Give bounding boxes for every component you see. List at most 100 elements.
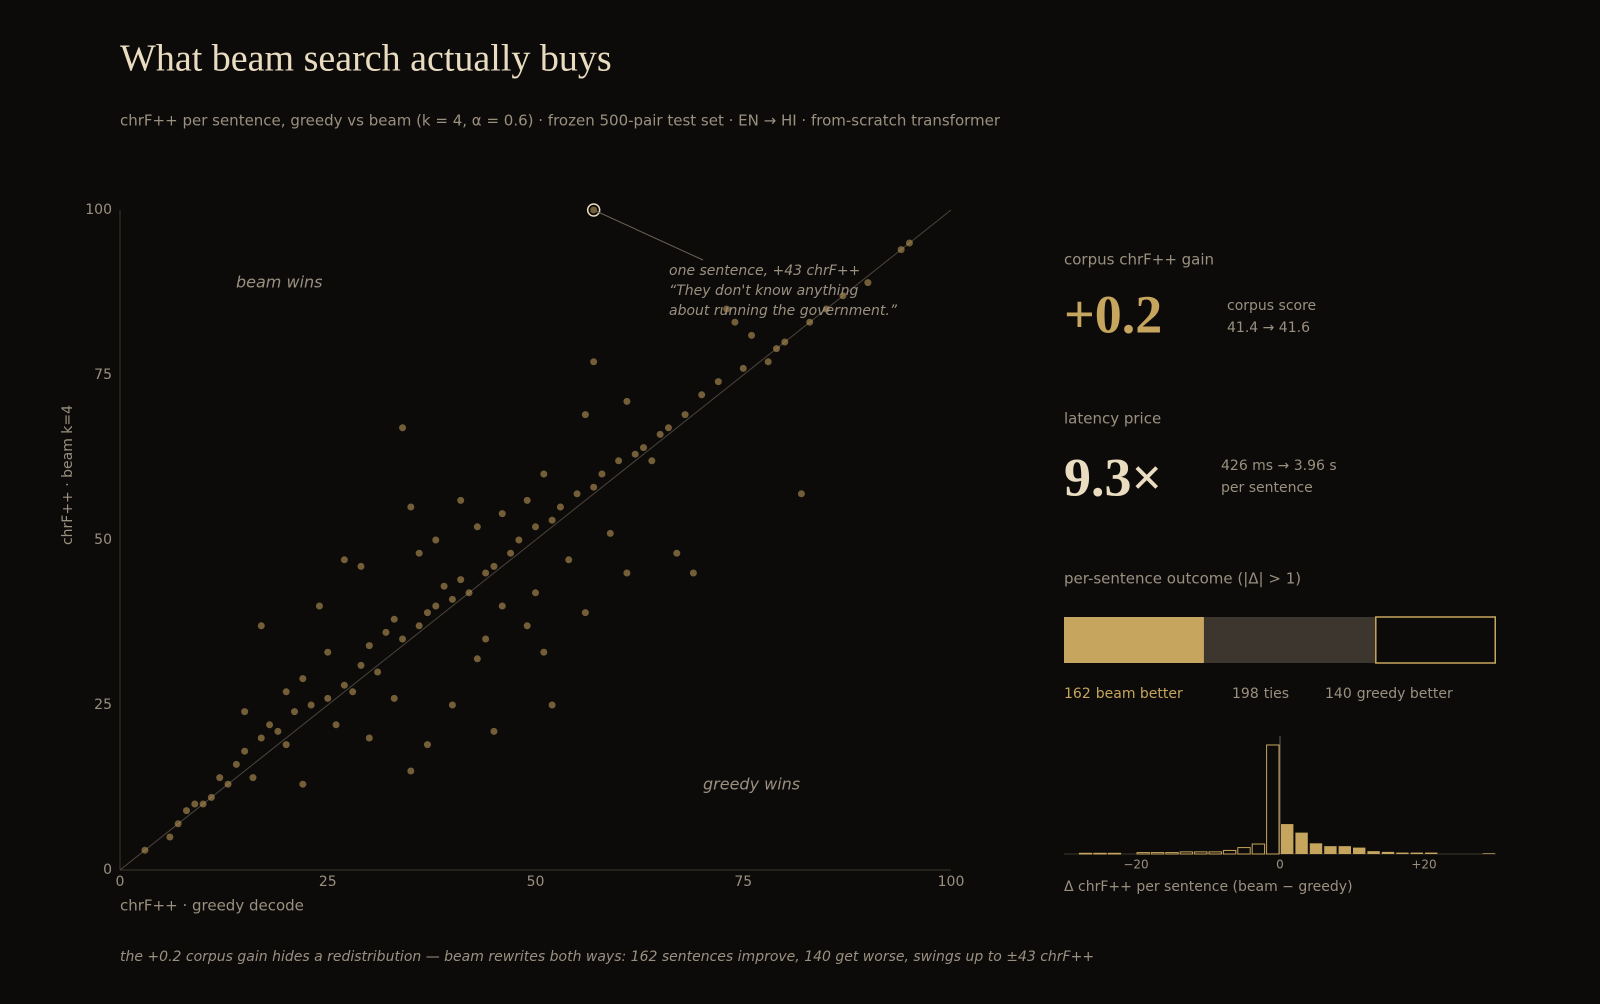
stat-note: 426 ms → 3.96 s [1221,458,1337,474]
hist-bar [1136,852,1150,855]
point [382,628,390,636]
point [365,642,373,650]
hist-bar [1367,851,1380,854]
point [299,780,307,788]
x-tick-label: 0 [116,874,125,890]
point [423,609,431,617]
point [216,774,224,782]
point [432,602,440,610]
point [739,364,747,372]
hist-bar [1179,851,1194,855]
point [590,358,598,366]
title: What beam search actually buys [120,38,612,80]
point [772,345,780,353]
y-tick-label: 50 [94,532,112,548]
point [482,569,490,577]
outcome-name: greedy better [1357,686,1453,702]
hist-bar [1482,853,1495,854]
point [515,536,523,544]
point [241,708,249,716]
point [473,523,481,531]
point [465,589,473,597]
hist-bar [1425,852,1438,854]
point [656,430,664,438]
point [581,411,589,419]
point [473,655,481,663]
point [905,239,913,247]
outcome-label: 140 greedy better [1325,686,1453,702]
point [307,701,315,709]
point [399,424,407,432]
stat-label: latency price [1064,410,1161,428]
point [548,516,556,524]
point [806,318,814,326]
point [565,556,573,564]
point [556,503,564,511]
point [249,774,257,782]
x-axis-label: Δ chrF++ per sentence (beam − greedy) [1064,879,1353,895]
point [897,246,905,254]
x-tick-label: 75 [734,874,752,890]
point [207,793,215,801]
point [822,305,830,313]
outcome-label: 162 beam better [1064,686,1183,702]
hist-bar [1410,852,1423,854]
annotation: about running the government.” [669,303,898,319]
point [623,397,631,405]
point [640,444,648,452]
point [573,490,581,498]
point [315,602,323,610]
outcome-label: 198 ties [1232,686,1289,702]
point [523,622,531,630]
hist-bar [1338,846,1351,854]
x-tick-label: −20 [1123,858,1148,872]
hist-bar [1165,852,1179,855]
point [166,833,174,841]
point [199,800,207,808]
hist-bar [1194,851,1208,855]
x-tick-label: 25 [319,874,337,890]
point [191,800,199,808]
point [581,609,589,617]
annotation: one sentence, +43 chrF++ [669,263,860,279]
point [764,358,772,366]
point [507,549,515,557]
outcome-name: ties [1264,686,1289,702]
point [224,780,232,788]
point [332,721,340,729]
point [266,721,274,729]
point [407,767,415,775]
point [606,529,614,537]
hist-bar [1078,852,1093,855]
hist-bar [1309,843,1323,854]
y-tick-label: 75 [94,367,112,383]
point [399,635,407,643]
y-tick-label: 25 [94,697,112,713]
point [282,688,290,696]
point [540,648,548,656]
callout-line [593,209,704,261]
point [257,622,265,630]
point [357,562,365,570]
point [490,562,498,570]
point [299,675,307,683]
stat-note: per sentence [1221,480,1313,496]
point [423,741,431,749]
point [407,503,415,511]
point [498,602,506,610]
point [523,496,531,504]
point [340,681,348,689]
point [357,661,365,669]
point [631,450,639,458]
hist-bar [1222,849,1237,855]
point [598,470,606,478]
outcome-segment [1375,616,1497,664]
point [714,378,722,386]
point [797,490,805,498]
point [232,760,240,768]
point [448,701,456,709]
hist-bar [1381,851,1395,854]
outcome-segment [1203,617,1376,663]
